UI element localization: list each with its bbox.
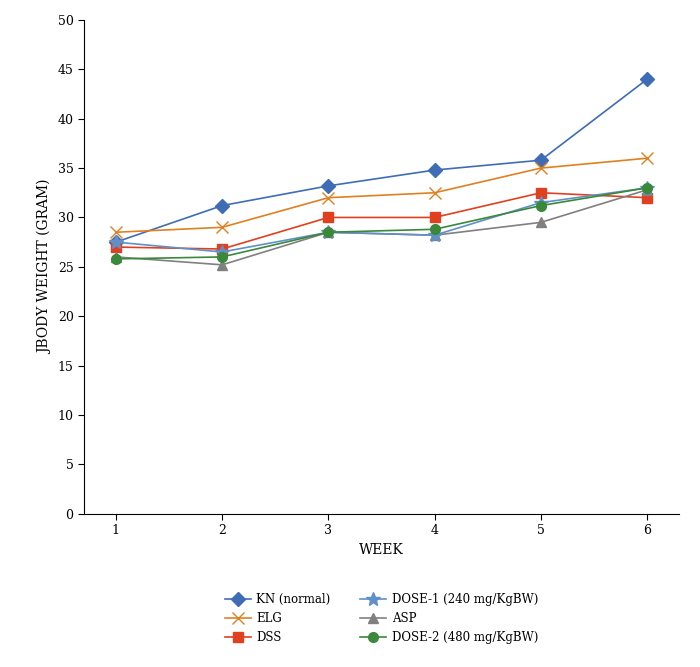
DOSE-1 (240 mg/KgBW) (537, 199, 545, 207)
DOSE-2 (480 mg/KgBW) (643, 184, 651, 192)
ELG (112, 228, 120, 236)
KN (normal) (112, 238, 120, 246)
Line: ELG: ELG (111, 153, 652, 238)
KN (normal) (537, 156, 545, 164)
DSS (218, 245, 226, 253)
DOSE-1 (240 mg/KgBW) (643, 184, 651, 192)
DOSE-1 (240 mg/KgBW) (430, 231, 439, 239)
Line: DOSE-2 (480 mg/KgBW): DOSE-2 (480 mg/KgBW) (111, 183, 652, 263)
X-axis label: WEEK: WEEK (359, 542, 404, 556)
Line: KN (normal): KN (normal) (111, 75, 652, 247)
KN (normal) (430, 166, 439, 174)
Legend: KN (normal), ELG, DSS, DOSE-1 (240 mg/KgBW), ASP, DOSE-2 (480 mg/KgBW): KN (normal), ELG, DSS, DOSE-1 (240 mg/Kg… (220, 588, 543, 649)
DOSE-2 (480 mg/KgBW) (430, 225, 439, 233)
ELG (643, 154, 651, 162)
DSS (430, 213, 439, 221)
ASP (643, 186, 651, 194)
KN (normal) (643, 75, 651, 83)
ASP (430, 231, 439, 239)
KN (normal) (324, 182, 332, 190)
DSS (112, 243, 120, 251)
DOSE-1 (240 mg/KgBW) (324, 228, 332, 236)
ASP (112, 253, 120, 261)
DSS (537, 189, 545, 197)
KN (normal) (218, 201, 226, 209)
ELG (324, 193, 332, 201)
ASP (324, 228, 332, 236)
ASP (537, 218, 545, 226)
ASP (218, 261, 226, 269)
DOSE-2 (480 mg/KgBW) (218, 253, 226, 261)
Line: DSS: DSS (111, 188, 652, 254)
Y-axis label: JBODY WEIGHT (GRAM): JBODY WEIGHT (GRAM) (38, 179, 52, 354)
DOSE-1 (240 mg/KgBW) (112, 238, 120, 246)
DSS (643, 193, 651, 201)
ELG (218, 223, 226, 231)
DOSE-2 (480 mg/KgBW) (324, 228, 332, 236)
ELG (430, 189, 439, 197)
DSS (324, 213, 332, 221)
DOSE-2 (480 mg/KgBW) (537, 201, 545, 209)
Line: DOSE-1 (240 mg/KgBW): DOSE-1 (240 mg/KgBW) (109, 181, 654, 259)
DOSE-2 (480 mg/KgBW) (112, 255, 120, 263)
Line: ASP: ASP (111, 185, 652, 269)
DOSE-1 (240 mg/KgBW) (218, 248, 226, 256)
ELG (537, 164, 545, 172)
